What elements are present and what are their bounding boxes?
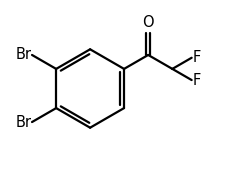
Text: F: F bbox=[193, 73, 201, 88]
Text: F: F bbox=[193, 50, 201, 65]
Text: Br: Br bbox=[15, 115, 31, 130]
Text: O: O bbox=[142, 15, 154, 30]
Text: Br: Br bbox=[15, 47, 31, 62]
